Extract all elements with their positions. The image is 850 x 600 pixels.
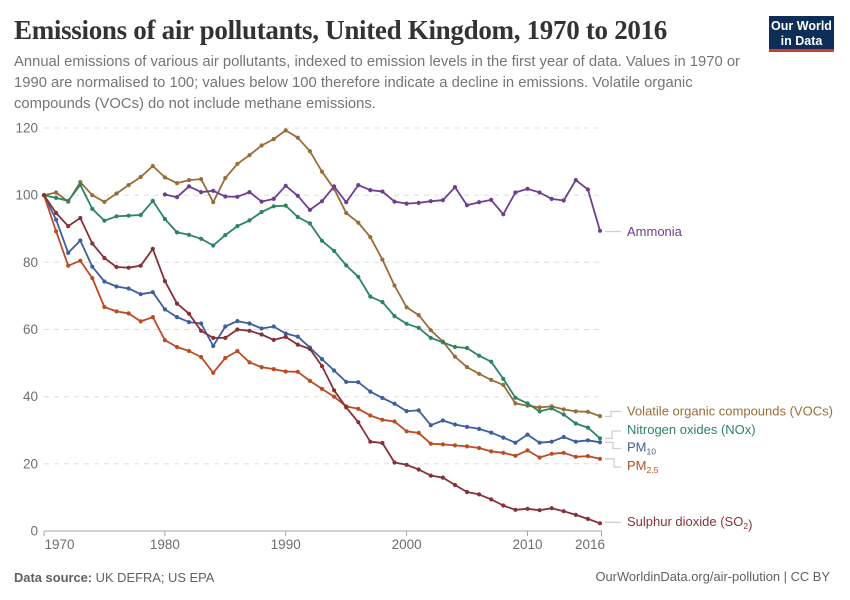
svg-text:2000: 2000 [392,537,422,552]
svg-text:100: 100 [15,188,38,203]
svg-text:1980: 1980 [150,537,180,552]
svg-text:PM2.5: PM2.5 [627,458,659,475]
svg-text:120: 120 [15,121,38,136]
svg-text:PM10: PM10 [627,440,656,457]
svg-text:60: 60 [23,322,38,337]
svg-text:Sulphur dioxide (SO2): Sulphur dioxide (SO2) [627,514,752,532]
svg-text:1970: 1970 [45,537,75,552]
svg-text:2016: 2016 [575,537,605,552]
svg-text:80: 80 [23,255,38,270]
svg-text:20: 20 [23,456,38,471]
svg-text:2010: 2010 [512,537,542,552]
svg-text:Nitrogen oxides (NOx): Nitrogen oxides (NOx) [627,422,756,437]
svg-text:40: 40 [23,389,38,404]
svg-text:0: 0 [30,524,38,539]
svg-text:Ammonia: Ammonia [627,224,683,239]
svg-text:Volatile organic compounds (VO: Volatile organic compounds (VOCs) [627,404,833,419]
svg-text:1990: 1990 [271,537,301,552]
